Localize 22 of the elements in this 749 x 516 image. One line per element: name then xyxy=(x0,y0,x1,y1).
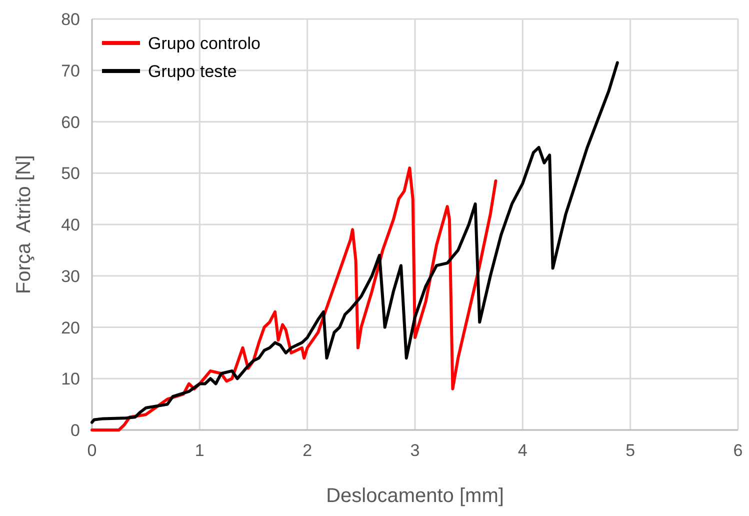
legend-label: Grupo controlo xyxy=(148,34,260,53)
y-tick-label: 50 xyxy=(61,164,80,184)
x-tick-label: 0 xyxy=(87,441,97,460)
y-tick-label: 30 xyxy=(61,266,80,286)
y-tick-label: 20 xyxy=(61,318,80,338)
x-tick-label: 3 xyxy=(410,441,420,460)
y-axis-title: Força Atrito [N] xyxy=(13,155,35,294)
y-tick-label: 80 xyxy=(61,10,80,29)
y-tick-label: 60 xyxy=(61,112,80,132)
x-axis-title: Deslocamento [mm] xyxy=(326,485,504,507)
y-tick-label: 0 xyxy=(70,421,80,440)
x-tick-label: 2 xyxy=(302,441,312,460)
line-series xyxy=(90,61,619,424)
y-tick-label: 40 xyxy=(61,216,80,234)
y-tick-label: 70 xyxy=(61,61,80,80)
y-tick-label: 10 xyxy=(61,370,80,389)
x-tick-label: 4 xyxy=(518,441,528,460)
x-tick-label: 1 xyxy=(194,441,204,460)
x-tick-label: 5 xyxy=(626,441,636,460)
legend-label: Grupo teste xyxy=(148,62,237,81)
line-series xyxy=(90,166,498,432)
x-tick-label: 6 xyxy=(733,441,743,460)
